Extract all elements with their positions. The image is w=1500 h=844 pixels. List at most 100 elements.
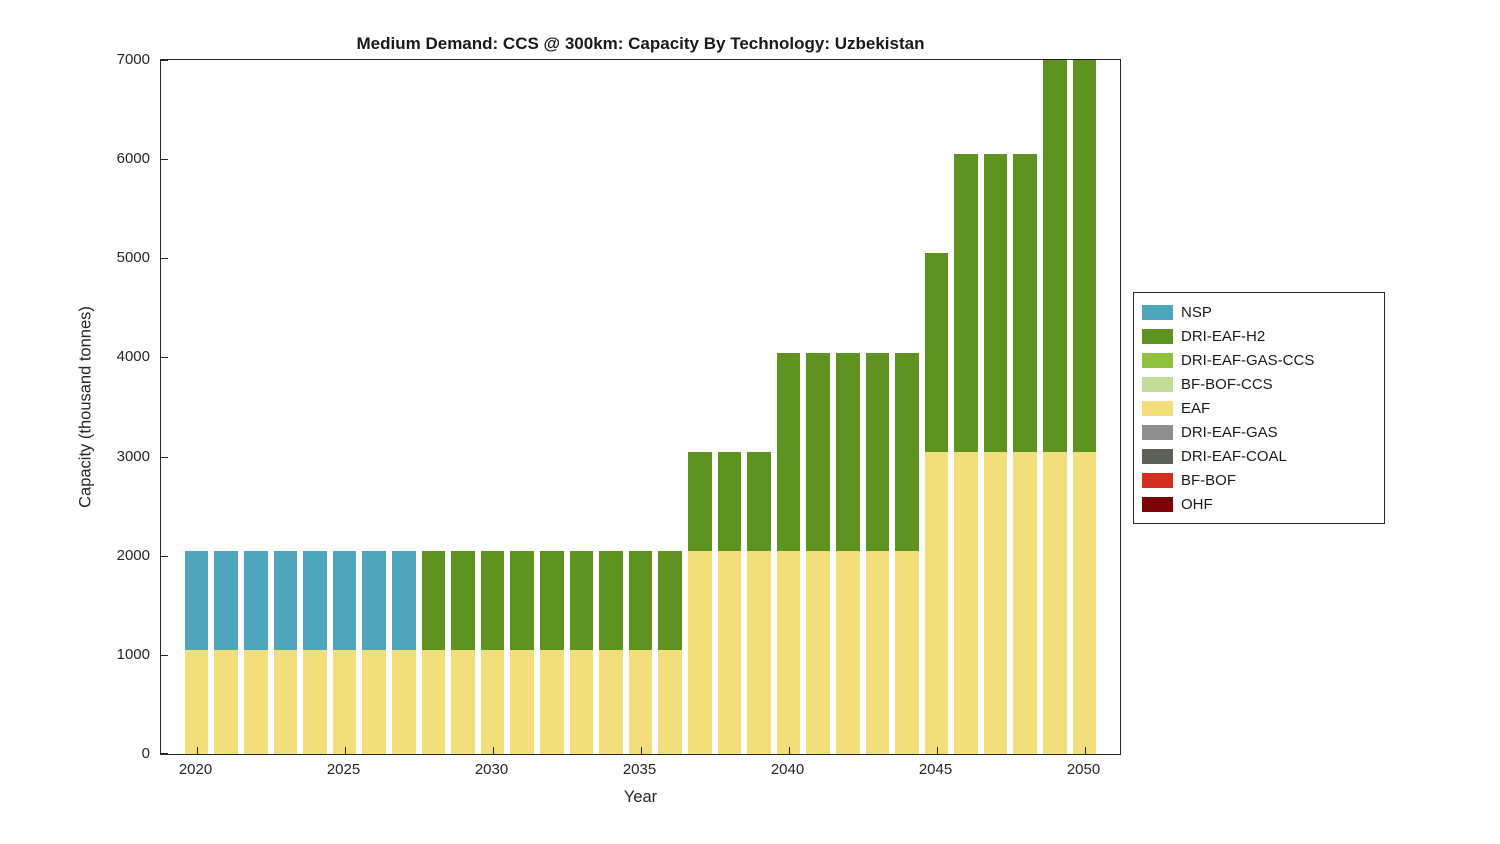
bar-segment-dri-eaf-h2 <box>717 451 742 551</box>
x-axis-tick <box>788 747 790 754</box>
y-axis-tick <box>161 258 168 260</box>
legend-swatch <box>1142 376 1173 392</box>
bar-segment-nsp <box>273 550 298 650</box>
y-tick-label: 4000 <box>116 348 150 366</box>
bar-segment-eaf <box>628 649 653 754</box>
bar-segment-dri-eaf-h2 <box>451 550 475 650</box>
bar-segment-eaf <box>184 649 209 754</box>
x-tick-label: 2035 <box>622 761 657 778</box>
legend-item: DRI-EAF-GAS <box>1142 420 1376 444</box>
legend-swatch <box>1142 304 1173 320</box>
bar-segment-dri-eaf-h2 <box>983 154 1008 452</box>
bar-segment-nsp <box>184 550 209 650</box>
bar-segment-eaf <box>865 550 890 754</box>
legend-item: OHF <box>1142 492 1376 516</box>
legend-swatch <box>1142 328 1173 344</box>
bar-segment-nsp <box>303 550 327 650</box>
legend-label: DRI-EAF-GAS <box>1181 423 1278 441</box>
bar-segment-eaf <box>214 649 238 754</box>
legend-swatch <box>1142 448 1173 464</box>
legend-label: OHF <box>1181 495 1213 513</box>
legend-item: NSP <box>1142 300 1376 324</box>
y-axis-tick <box>161 753 168 754</box>
x-axis-tick <box>1084 747 1086 754</box>
legend-item: DRI-EAF-H2 <box>1142 324 1376 348</box>
bar-segment-eaf <box>480 649 505 754</box>
bar-segment-eaf <box>451 649 475 754</box>
bar-segment-dri-eaf-h2 <box>569 550 594 650</box>
x-tick-label: 2050 <box>1066 761 1101 778</box>
y-tick-label: 0 <box>141 745 150 762</box>
legend-item: EAF <box>1142 396 1376 420</box>
y-tick-label: 7000 <box>116 51 150 68</box>
bar-segment-dri-eaf-h2 <box>510 550 534 650</box>
legend-item: DRI-EAF-GAS-CCS <box>1142 348 1376 372</box>
bar-segment-eaf <box>421 649 446 754</box>
bar-segment-dri-eaf-h2 <box>1013 154 1038 452</box>
y-axis-tick <box>161 555 168 557</box>
bar-segment-nsp <box>214 550 238 650</box>
x-axis-tick <box>196 747 198 754</box>
bar-segment-eaf <box>983 451 1008 754</box>
bar-segment-eaf <box>776 550 801 754</box>
bar-segment-eaf <box>717 550 742 754</box>
bar-segment-dri-eaf-h2 <box>539 550 564 650</box>
x-tick-label: 2020 <box>178 761 213 778</box>
chart-title: Medium Demand: CCS @ 300km: Capacity By … <box>356 34 925 53</box>
legend-item: BF-BOF-CCS <box>1142 372 1376 396</box>
x-axis-tick <box>344 747 346 754</box>
legend-swatch <box>1142 424 1173 440</box>
y-axis-label: Capacity (thousand tonnes) <box>76 306 95 508</box>
legend-swatch <box>1142 400 1173 416</box>
bar-segment-eaf <box>273 649 298 754</box>
legend-label: EAF <box>1181 399 1211 417</box>
bar-segment-eaf <box>806 550 830 754</box>
bar-segment-dri-eaf-h2 <box>924 253 949 452</box>
bar-segment-dri-eaf-h2 <box>628 550 653 650</box>
bar-segment-dri-eaf-h2 <box>806 352 830 551</box>
legend-swatch <box>1142 472 1173 488</box>
bar-segment-dri-eaf-h2 <box>687 451 712 551</box>
y-axis-tick <box>161 159 168 161</box>
bar-segment-eaf <box>510 649 534 754</box>
bar-segment-dri-eaf-h2 <box>480 550 505 650</box>
bar-segment-dri-eaf-h2 <box>1043 60 1067 452</box>
bar-segment-dri-eaf-h2 <box>747 451 771 551</box>
legend-label: BF-BOF-CCS <box>1181 375 1273 393</box>
legend-item: BF-BOF <box>1142 468 1376 492</box>
bar-segment-dri-eaf-h2 <box>599 550 623 650</box>
bar-segment-eaf <box>569 649 594 754</box>
bar-segment-dri-eaf-h2 <box>1072 60 1097 452</box>
bar-segment-eaf <box>747 550 771 754</box>
legend-swatch <box>1142 496 1173 512</box>
x-tick-label: 2040 <box>770 761 805 778</box>
bar-segment-dri-eaf-h2 <box>954 154 978 452</box>
bar-segment-eaf <box>391 649 416 754</box>
bar-segment-dri-eaf-h2 <box>658 550 682 650</box>
y-tick-label: 1000 <box>116 645 150 663</box>
bar-segment-eaf <box>924 451 949 754</box>
bar-segment-eaf <box>895 550 919 754</box>
bar-segment-eaf <box>1072 451 1097 754</box>
bar-segment-nsp <box>332 550 357 650</box>
bar-segment-nsp <box>391 550 416 650</box>
bar-segment-nsp <box>362 550 386 650</box>
x-tick-label: 2045 <box>918 761 953 778</box>
legend: NSP DRI-EAF-H2 DRI-EAF-GAS-CCS BF-BOF-CCS EA… <box>1133 292 1385 524</box>
y-axis-tick <box>161 654 168 656</box>
bar-segment-dri-eaf-h2 <box>421 550 446 650</box>
y-tick-label: 3000 <box>116 447 150 465</box>
bar-segment-eaf <box>835 550 860 754</box>
bar-segment-eaf <box>1043 451 1067 754</box>
bar-segment-eaf <box>954 451 978 754</box>
y-axis-tick <box>161 456 168 458</box>
bar-segment-eaf <box>599 649 623 754</box>
bar-segment-eaf <box>1013 451 1038 754</box>
bar-segment-eaf <box>539 649 564 754</box>
bar-segment-dri-eaf-h2 <box>776 352 801 551</box>
bar-segment-dri-eaf-h2 <box>865 352 890 551</box>
x-axis-label: Year <box>623 788 658 806</box>
bar-segment-eaf <box>362 649 386 754</box>
legend-label: DRI-EAF-H2 <box>1181 327 1266 345</box>
